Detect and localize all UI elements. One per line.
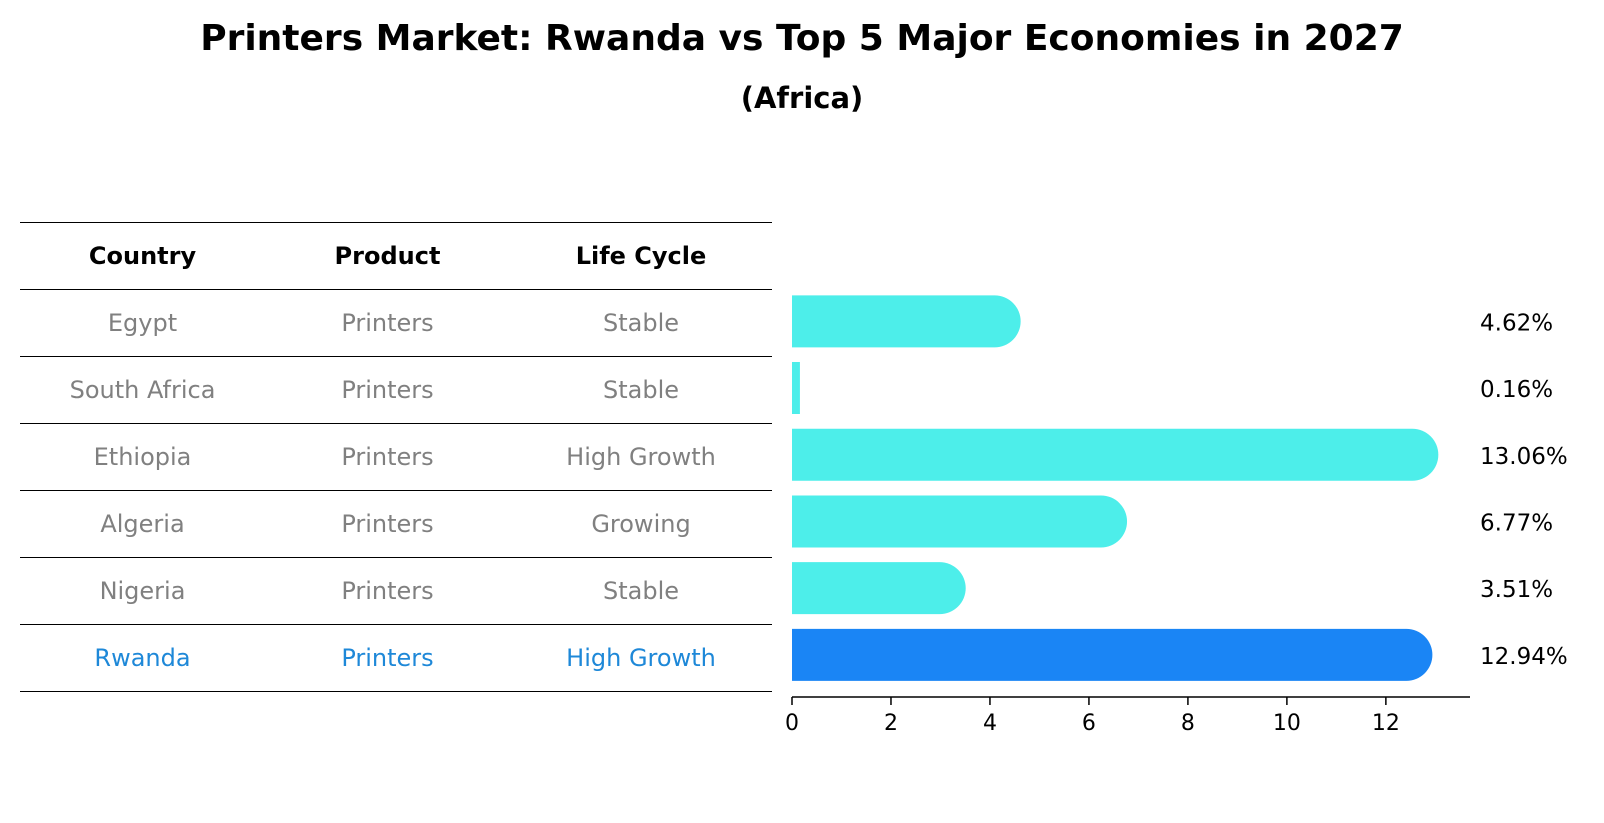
x-tick-label: 6 [1082, 711, 1096, 736]
bar [792, 562, 966, 615]
table-row: Egypt Printers Stable [20, 289, 772, 357]
header-product: Product [265, 222, 510, 290]
cell-country: Egypt [20, 289, 265, 357]
table-row: South Africa Printers Stable [20, 356, 772, 424]
x-tick-label: 10 [1273, 711, 1301, 736]
cell-product: Printers [265, 423, 510, 491]
x-tick-label: 2 [884, 711, 898, 736]
cell-life-cycle: Stable [510, 356, 772, 424]
cell-life-cycle: Stable [510, 557, 772, 625]
cell-life-cycle: High Growth [510, 423, 772, 491]
bar-value-label: 0.16% [1480, 377, 1553, 403]
cell-country: Rwanda [20, 624, 265, 692]
x-tick-label: 0 [785, 711, 799, 736]
table-row: Algeria Printers Growing [20, 490, 772, 558]
bar-value-label: 4.62% [1480, 310, 1553, 336]
bar [792, 428, 1439, 481]
bar-value-label: 6.77% [1480, 510, 1553, 536]
bar-value-label: 13.06% [1480, 444, 1568, 470]
x-tick-label: 8 [1181, 711, 1195, 736]
chart-title: Printers Market: Rwanda vs Top 5 Major E… [200, 18, 1404, 59]
bar-value-label: 12.94% [1480, 644, 1568, 670]
cell-product: Printers [265, 356, 510, 424]
table-header-row: Country Product Life Cycle [20, 222, 772, 290]
cell-product: Printers [265, 490, 510, 558]
cell-life-cycle: High Growth [510, 624, 772, 692]
table-row-highlighted: Rwanda Printers High Growth [20, 624, 772, 692]
data-table: Country Product Life Cycle Egypt Printer… [20, 222, 772, 692]
cell-life-cycle: Stable [510, 289, 772, 357]
bar [792, 295, 1021, 348]
bar [792, 495, 1128, 548]
cell-life-cycle: Growing [510, 490, 772, 558]
cell-product: Printers [265, 624, 510, 692]
bar-value-label: 3.51% [1480, 577, 1553, 603]
cell-country: South Africa [20, 356, 265, 424]
cell-country: Ethiopia [20, 423, 265, 491]
header-country: Country [20, 222, 265, 290]
cell-country: Nigeria [20, 557, 265, 625]
bar-highlighted [792, 628, 1433, 681]
chart-subtitle: (Africa) [740, 81, 864, 115]
x-tick-label: 4 [983, 711, 997, 736]
cell-product: Printers [265, 557, 510, 625]
cell-product: Printers [265, 289, 510, 357]
header-life-cycle: Life Cycle [510, 222, 772, 290]
x-tick-label: 12 [1372, 711, 1400, 736]
table-row: Ethiopia Printers High Growth [20, 423, 772, 491]
cell-country: Algeria [20, 490, 265, 558]
table-row: Nigeria Printers Stable [20, 557, 772, 625]
bar [792, 362, 800, 415]
